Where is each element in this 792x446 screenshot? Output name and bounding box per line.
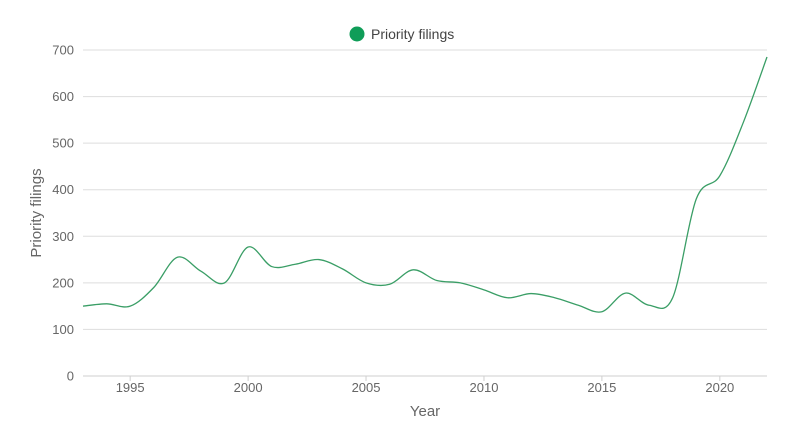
x-tick-label-2015: 2015 xyxy=(587,380,616,395)
data-point-2007 xyxy=(411,268,415,272)
x-tick-label-2005: 2005 xyxy=(352,380,381,395)
data-point-1997 xyxy=(175,255,179,259)
data-point-1994 xyxy=(105,302,109,306)
x-axis-ticks: 1995 2000 2005 2010 2015 2020 xyxy=(116,376,734,395)
y-tick-label-500: 500 xyxy=(52,136,74,151)
y-tick-label-400: 400 xyxy=(52,182,74,197)
y-tick-label-0: 0 xyxy=(67,369,74,384)
data-point-2008 xyxy=(435,279,439,283)
data-point-2022 xyxy=(765,55,769,59)
series-line-priority-filings xyxy=(82,56,768,313)
data-point-1998 xyxy=(199,269,203,273)
x-axis-title: Year xyxy=(410,403,440,420)
data-point-2005 xyxy=(364,281,368,285)
data-point-2013 xyxy=(553,296,557,300)
x-tick-label-1995: 1995 xyxy=(116,380,145,395)
data-point-2018 xyxy=(671,296,675,300)
legend[interactable]: Priority filings xyxy=(349,26,455,42)
data-point-1993 xyxy=(81,304,85,308)
y-tick-label-200: 200 xyxy=(52,275,74,290)
x-tick-label-2000: 2000 xyxy=(234,380,263,395)
grid xyxy=(83,49,767,330)
data-point-2012 xyxy=(529,292,533,296)
x-tick-label-2020: 2020 xyxy=(705,380,734,395)
data-point-2017 xyxy=(647,303,651,307)
data-point-1996 xyxy=(152,286,156,290)
y-tick-label-700: 700 xyxy=(52,43,74,58)
data-point-1999 xyxy=(223,281,227,285)
data-point-2021 xyxy=(741,120,745,124)
legend-marker-priority-filings[interactable] xyxy=(349,26,365,42)
data-point-2014 xyxy=(576,303,580,307)
y-tick-label-300: 300 xyxy=(52,229,74,244)
data-point-2009 xyxy=(458,281,462,285)
x-tick-label-2010: 2010 xyxy=(470,380,499,395)
data-point-2004 xyxy=(340,267,344,271)
y-axis-ticks: 0 100 200 300 400 500 600 700 xyxy=(52,43,74,384)
y-tick-label-100: 100 xyxy=(52,322,74,337)
data-point-2016 xyxy=(623,291,627,295)
y-tick-label-600: 600 xyxy=(52,89,74,104)
y-axis-title: Priority filings xyxy=(28,168,45,257)
data-point-2006 xyxy=(388,282,392,286)
data-point-2010 xyxy=(482,288,486,292)
legend-label-priority-filings[interactable]: Priority filings xyxy=(371,26,454,42)
series xyxy=(81,55,769,314)
data-point-2002 xyxy=(293,262,297,266)
data-point-2000 xyxy=(246,245,250,249)
data-point-2015 xyxy=(600,310,604,314)
data-point-2019 xyxy=(694,197,698,201)
data-point-2011 xyxy=(506,296,510,300)
data-point-1995 xyxy=(128,304,132,308)
data-point-2020 xyxy=(718,174,722,178)
data-point-2001 xyxy=(270,265,274,269)
data-point-2003 xyxy=(317,258,321,262)
